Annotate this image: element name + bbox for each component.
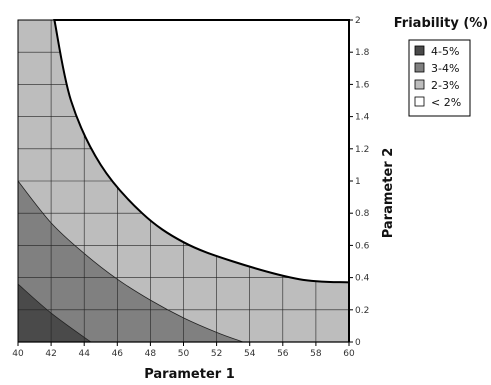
y-tick-label: 0.8 (355, 209, 370, 219)
x-tick-label: 48 (145, 349, 157, 359)
legend: Friability (%) 4-5% 3-4% 2-3% < 2% (394, 16, 489, 117)
y-tick-label: 0.6 (355, 241, 370, 251)
y-tick-label: 2 (355, 16, 361, 26)
x-tick-label: 50 (178, 349, 190, 359)
x-tick-label: 52 (211, 349, 222, 359)
x-tick-label: 60 (343, 349, 355, 359)
legend-label: < 2% (431, 96, 461, 109)
y-tick-label: 1.8 (355, 48, 370, 58)
x-tick-label: 56 (277, 349, 289, 359)
x-tick-label: 44 (78, 349, 90, 359)
y-tick-label: 1 (355, 177, 361, 187)
x-tick-label: 46 (112, 349, 124, 359)
y-axis-title: Parameter 2 (381, 148, 396, 239)
x-tick-label: 42 (45, 349, 56, 359)
y-tick-label: 1.2 (355, 145, 369, 155)
legend-label: 4-5% (431, 45, 459, 58)
legend-swatch (414, 96, 425, 107)
region-lt-2 (53, 19, 350, 284)
legend-swatch (414, 79, 425, 90)
legend-title: Friability (%) (394, 16, 489, 31)
y-tick-label: 1.4 (355, 113, 370, 123)
y-tick-label: 0.4 (355, 274, 370, 284)
y-tick-label: 0 (355, 338, 361, 348)
x-tick-label: 40 (12, 349, 24, 359)
x-tick-label: 54 (244, 349, 256, 359)
y-tick-label: 0.2 (355, 306, 369, 316)
axes: 40 42 44 46 48 50 52 54 56 58 600 0.2 0.4 0.6 0.8 1 1.2 1… (12, 16, 396, 382)
legend-swatch (414, 45, 425, 56)
y-tick-label: 1.6 (355, 80, 370, 90)
legend-swatch (414, 62, 425, 73)
legend-label: 2-3% (431, 79, 459, 92)
x-axis-title: Parameter 1 (144, 367, 235, 382)
plot-area (17, 19, 350, 343)
x-tick-label: 58 (310, 349, 322, 359)
legend-label: 3-4% (431, 62, 459, 75)
